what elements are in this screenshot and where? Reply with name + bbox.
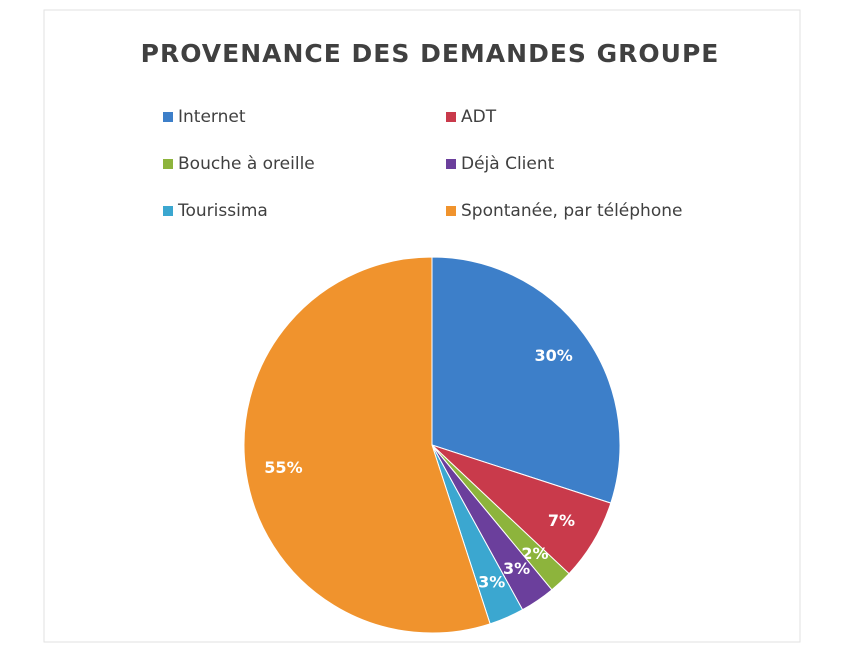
data-label: 7% (548, 511, 575, 530)
data-label: 2% (521, 544, 548, 563)
legend-label: Bouche à oreille (178, 154, 315, 174)
legend-label: ADT (461, 107, 497, 127)
pie-slice (431, 256, 621, 504)
legend-label: Tourissima (177, 201, 268, 221)
data-label: 55% (264, 458, 302, 477)
legend-swatch (446, 159, 456, 169)
legend-label: Déjà Client (461, 154, 555, 174)
data-label: 30% (535, 346, 573, 365)
legend-swatch (163, 206, 173, 216)
legend-swatch (446, 112, 456, 122)
legend-swatch (446, 206, 456, 216)
legend-swatch (163, 159, 173, 169)
pie-slice (243, 256, 491, 634)
data-label: 3% (478, 573, 505, 592)
legend-label: Spontanée, par téléphone (461, 201, 682, 221)
data-label: 3% (503, 559, 530, 578)
legend-label: Internet (178, 107, 246, 127)
legend-swatch (163, 112, 173, 122)
chart-title: PROVENANCE DES DEMANDES GROUPE (141, 39, 720, 68)
